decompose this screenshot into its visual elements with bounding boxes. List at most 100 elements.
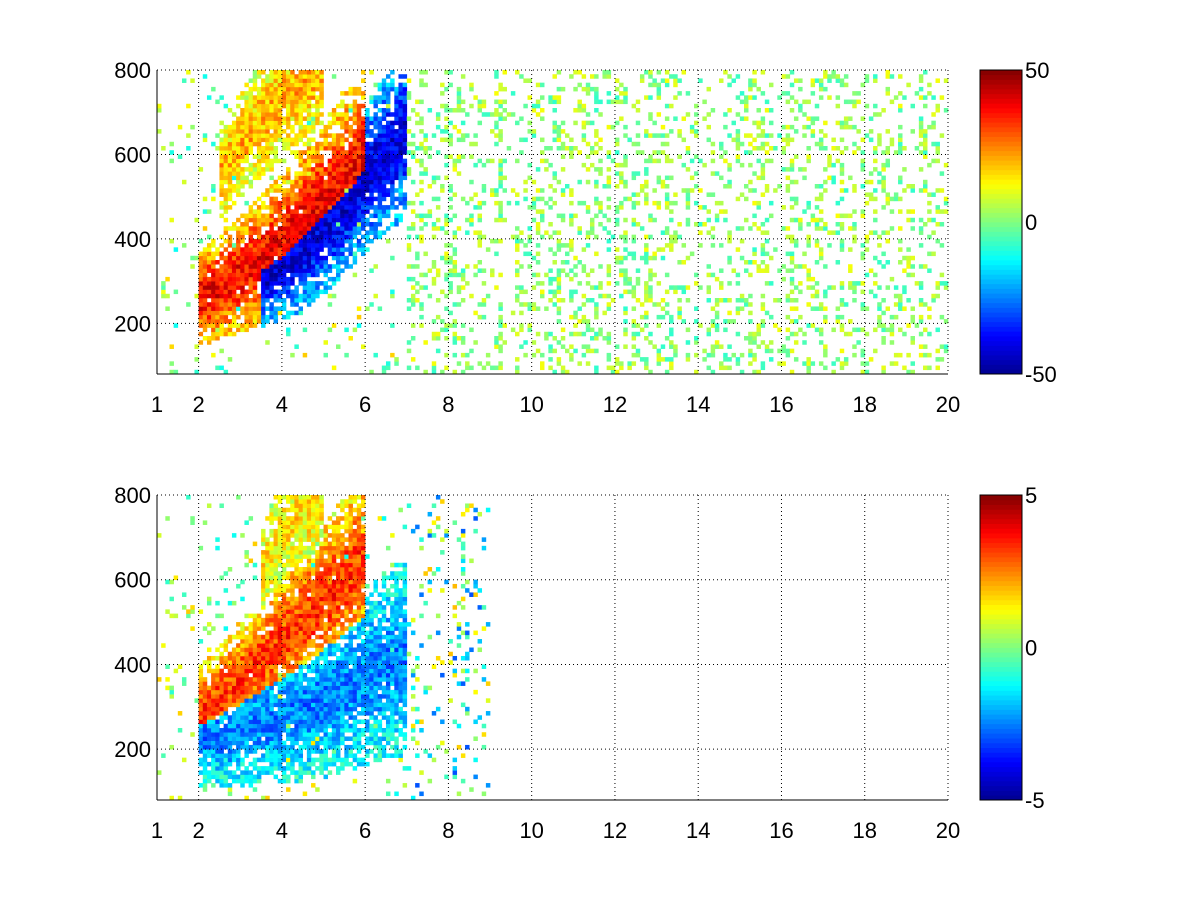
- heatmap-cell: [248, 314, 254, 320]
- heatmap-cell: [294, 179, 299, 185]
- heatmap-cell: [419, 302, 424, 307]
- heatmap-cell: [252, 736, 258, 741]
- heatmap-cell: [215, 766, 220, 771]
- heatmap-cell: [581, 120, 587, 126]
- heatmap-cell: [540, 289, 545, 295]
- heatmap-cell: [748, 86, 753, 92]
- heatmap-cell: [814, 217, 820, 223]
- heatmap-cell: [644, 158, 649, 164]
- heatmap-cell: [356, 226, 362, 231]
- heatmap-cell: [460, 133, 466, 138]
- heatmap-cell: [281, 82, 287, 88]
- heatmap-cell: [273, 124, 279, 130]
- heatmap-cell: [427, 293, 433, 299]
- heatmap-cell: [523, 196, 528, 202]
- heatmap-cell: [927, 124, 932, 130]
- heatmap-cell: [927, 162, 932, 168]
- heatmap-cell: [215, 314, 220, 320]
- heatmap-cell: [710, 158, 716, 164]
- heatmap-cell: [206, 323, 212, 328]
- heatmap-cell: [435, 348, 441, 354]
- heatmap-cell: [864, 103, 870, 109]
- heatmap-cell: [606, 238, 612, 244]
- colorbar-segment: [980, 108, 1022, 114]
- heatmap-cell: [327, 293, 333, 299]
- heatmap-cell: [923, 150, 928, 155]
- heatmap-cell: [252, 154, 258, 159]
- heatmap-cell: [385, 205, 391, 210]
- heatmap-cell: [706, 124, 711, 130]
- heatmap-cell: [261, 260, 266, 265]
- heatmap-cell: [768, 357, 774, 362]
- heatmap-cell: [319, 70, 324, 75]
- heatmap-cell: [540, 217, 545, 223]
- heatmap-cell: [789, 276, 795, 282]
- heatmap-cell: [206, 664, 212, 669]
- heatmap-cell: [315, 289, 320, 295]
- heatmap-cell: [823, 352, 828, 358]
- heatmap-cell: [519, 150, 524, 155]
- heatmap-cell: [202, 285, 208, 290]
- heatmap-cell: [394, 137, 399, 143]
- heatmap-cell: [290, 293, 295, 299]
- heatmap-cell: [236, 677, 241, 682]
- heatmap-cell: [311, 247, 316, 252]
- heatmap-cell: [281, 103, 287, 109]
- heatmap-cell: [727, 357, 732, 362]
- heatmap-cell: [864, 247, 870, 252]
- heatmap-cell: [298, 260, 304, 265]
- heatmap-cell: [390, 78, 395, 83]
- heatmap-cell: [236, 732, 241, 737]
- heatmap-cell: [215, 600, 220, 606]
- heatmap-cell: [244, 247, 249, 252]
- heatmap-cell: [252, 613, 258, 619]
- heatmap-cell: [589, 336, 595, 341]
- heatmap-cell: [340, 188, 345, 193]
- heatmap-cell: [594, 314, 599, 320]
- heatmap-cell: [286, 179, 291, 185]
- heatmap-cell: [827, 243, 832, 248]
- heatmap-cell: [527, 205, 532, 210]
- heatmap-cell: [261, 129, 266, 134]
- heatmap-cell: [494, 120, 499, 126]
- heatmap-cell: [269, 162, 274, 168]
- heatmap-cell: [585, 82, 591, 88]
- heatmap-cell: [381, 99, 387, 105]
- heatmap-cell: [943, 78, 949, 83]
- heatmap-cell: [206, 668, 212, 674]
- heatmap-cell: [477, 120, 483, 126]
- heatmap-cell: [943, 285, 949, 290]
- heatmap-cell: [860, 352, 866, 358]
- heatmap-cell: [898, 91, 903, 96]
- heatmap-cell: [215, 281, 220, 286]
- heatmap-cell: [227, 783, 233, 788]
- heatmap-cell: [223, 331, 229, 337]
- heatmap-cell: [614, 86, 620, 92]
- heatmap-cell: [873, 158, 878, 164]
- heatmap-cell: [552, 230, 557, 235]
- heatmap-cell: [340, 213, 345, 219]
- heatmap-cell: [619, 175, 624, 181]
- heatmap-cell: [540, 116, 545, 121]
- heatmap-cell: [365, 205, 370, 210]
- heatmap-cell: [161, 293, 166, 299]
- heatmap-cell: [935, 108, 940, 113]
- heatmap-cell: [793, 78, 799, 83]
- heatmap-cell: [348, 230, 353, 235]
- heatmap-cell: [236, 306, 241, 311]
- heatmap-cell: [569, 276, 574, 282]
- heatmap-cell: [290, 230, 295, 235]
- heatmap-cell: [261, 268, 266, 273]
- heatmap-cell: [265, 579, 270, 585]
- heatmap-cell: [202, 757, 208, 763]
- heatmap-cell: [356, 192, 362, 197]
- heatmap-cell: [298, 226, 304, 231]
- heatmap-cell: [315, 95, 320, 100]
- heatmap-cell: [627, 276, 632, 282]
- heatmap-cell: [677, 91, 682, 96]
- heatmap-cell: [265, 613, 270, 619]
- heatmap-cell: [419, 116, 424, 121]
- heatmap-cell: [286, 99, 291, 105]
- heatmap-cell: [227, 141, 233, 147]
- heatmap-cell: [223, 778, 229, 784]
